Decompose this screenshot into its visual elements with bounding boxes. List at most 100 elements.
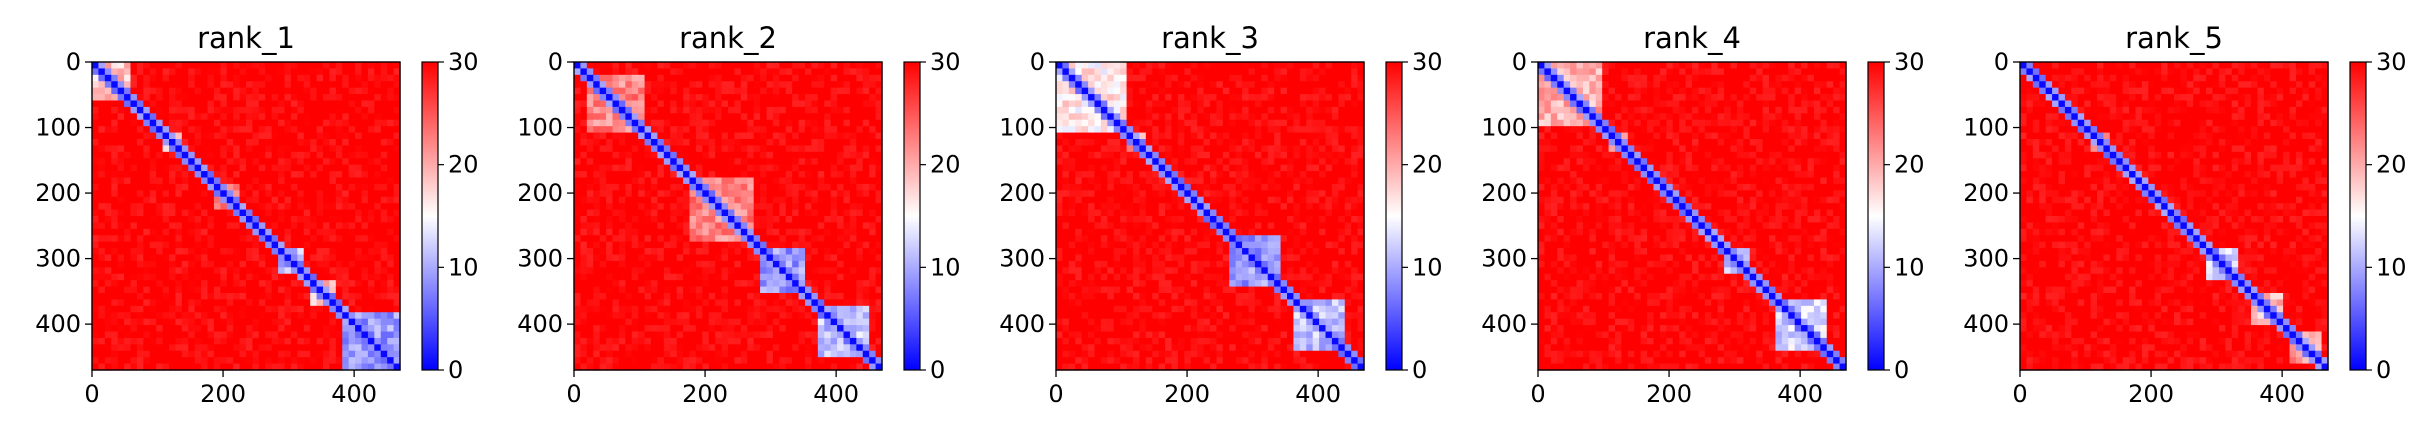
heatmap-cell — [869, 267, 877, 275]
heatmap-cells — [574, 62, 883, 371]
heatmap-cell — [676, 254, 684, 262]
heatmap-cell — [246, 222, 254, 230]
heatmap-cell — [246, 325, 254, 333]
heatmap-cell — [644, 228, 652, 236]
heatmap-cell — [772, 183, 780, 191]
heatmap-cell — [252, 357, 260, 365]
heatmap-cell — [651, 100, 659, 108]
heatmap-cell — [830, 273, 838, 281]
heatmap-cell — [740, 325, 748, 333]
heatmap-cell — [342, 325, 350, 333]
heatmap-cell — [175, 209, 183, 217]
heatmap-cell — [213, 203, 221, 211]
heatmap-cell — [837, 145, 845, 153]
heatmap-cell — [753, 286, 761, 294]
heatmap-cell — [651, 222, 659, 230]
heatmap-cell — [753, 293, 761, 301]
heatmap-cell — [869, 190, 877, 198]
heatmap-cell — [702, 106, 710, 114]
heatmap-cell — [226, 100, 234, 108]
heatmap-cell — [618, 216, 626, 224]
heatmap-cell — [753, 312, 761, 320]
heatmap-cell — [284, 312, 292, 320]
heatmap-cell — [747, 151, 755, 159]
heatmap-cell — [162, 158, 170, 166]
heatmap-cell — [1177, 81, 1185, 89]
heatmap-cell — [689, 190, 697, 198]
heatmap-cell — [316, 190, 324, 198]
heatmap-cell — [708, 325, 716, 333]
heatmap-cell — [258, 119, 266, 127]
heatmap-cell — [856, 145, 864, 153]
heatmap-cell — [117, 312, 125, 320]
heatmap-cell — [393, 74, 401, 82]
heatmap-cell — [574, 350, 582, 358]
heatmap-cell — [811, 171, 819, 179]
heatmap-cell — [728, 337, 736, 345]
heatmap-cell — [760, 216, 768, 224]
heatmap-cell — [194, 228, 202, 236]
heatmap-cell — [657, 350, 665, 358]
heatmap-cell — [574, 190, 582, 198]
heatmap-cell — [387, 74, 395, 82]
heatmap-cell — [837, 344, 845, 352]
heatmap-cell — [335, 132, 343, 140]
heatmap-cell — [323, 81, 331, 89]
heatmap-cell — [843, 171, 851, 179]
heatmap-cell — [618, 209, 626, 217]
heatmap-cell — [149, 177, 157, 185]
heatmap-cell — [104, 254, 112, 262]
heatmap-cell — [175, 216, 183, 224]
heatmap-cell — [612, 222, 620, 230]
heatmap-cell — [233, 235, 241, 243]
heatmap-cell — [779, 190, 787, 198]
heatmap-cell — [220, 94, 228, 102]
heatmap-cell — [207, 260, 215, 268]
heatmap-cell — [303, 209, 311, 217]
heatmap-cell — [631, 216, 639, 224]
heatmap-cell — [169, 248, 177, 256]
heatmap-cell — [136, 216, 144, 224]
heatmap-cell — [355, 190, 363, 198]
heatmap-cell — [805, 94, 813, 102]
heatmap-cell — [303, 68, 311, 76]
heatmap-cell — [586, 293, 594, 301]
heatmap-cell — [136, 164, 144, 172]
heatmap-cell — [811, 151, 819, 159]
heatmap-cell — [663, 87, 671, 95]
heatmap-cell — [98, 312, 106, 320]
heatmap-cell — [580, 81, 588, 89]
heatmap-cell — [290, 280, 298, 288]
heatmap-cell — [574, 177, 582, 185]
heatmap-cell — [387, 254, 395, 262]
heatmap-cell — [290, 100, 298, 108]
heatmap-cell — [843, 106, 851, 114]
heatmap-cell — [246, 94, 254, 102]
heatmap-cell — [374, 190, 382, 198]
heatmap-cell — [310, 94, 318, 102]
heatmap-cell — [278, 293, 286, 301]
heatmap-cell — [1235, 74, 1243, 82]
heatmap-cell — [335, 126, 343, 134]
heatmap-cell — [792, 293, 800, 301]
heatmap-cell — [625, 305, 633, 313]
heatmap-cell — [849, 113, 857, 121]
heatmap-cell — [175, 151, 183, 159]
heatmap-cell — [162, 248, 170, 256]
heatmap-cell — [663, 228, 671, 236]
heatmap-cell — [734, 273, 742, 281]
heatmap-cell — [380, 100, 388, 108]
heatmap-cell — [239, 68, 247, 76]
heatmap-cell — [252, 81, 260, 89]
heatmap-cell — [169, 106, 177, 114]
heatmap-cell — [297, 151, 305, 159]
heatmap-cell — [387, 164, 395, 172]
heatmap-cell — [374, 62, 382, 70]
heatmap-cell — [772, 235, 780, 243]
heatmap-cell — [721, 209, 729, 217]
heatmap-cell — [156, 363, 164, 371]
heatmap-cell — [316, 241, 324, 249]
heatmap-cell — [689, 209, 697, 217]
heatmap-cell — [316, 81, 324, 89]
heatmap-cell — [663, 68, 671, 76]
